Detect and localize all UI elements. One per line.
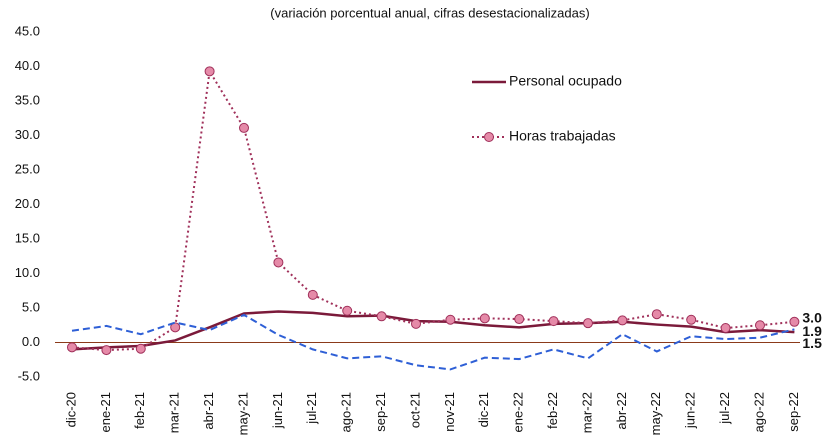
y-tick-label: 10.0 <box>15 265 40 280</box>
x-tick-label: abr-22 <box>614 392 629 430</box>
x-tick-label: may-22 <box>648 392 663 435</box>
x-tick-label: ago-22 <box>751 392 766 432</box>
x-tick-label: ene-22 <box>511 392 526 432</box>
value-label: 1.9 <box>802 323 822 339</box>
y-tick-label: 40.0 <box>15 58 40 73</box>
series-marker <box>204 66 215 77</box>
x-tick-label: feb-21 <box>132 392 147 429</box>
series-marker <box>135 343 146 354</box>
x-tick-label: sep-22 <box>786 392 801 432</box>
series-line <box>71 68 795 352</box>
series-marker <box>273 257 284 268</box>
series-marker <box>514 314 525 325</box>
series-marker <box>651 309 662 320</box>
x-tick-label: dic-20 <box>63 392 78 427</box>
x-tick-label: ago-21 <box>339 392 354 432</box>
x-tick-label: feb-22 <box>545 392 560 429</box>
series-marker <box>445 314 456 325</box>
chart-subtitle: (variación porcentual anual, cifras dese… <box>270 5 589 20</box>
legend-label: Personal ocupado <box>509 73 622 89</box>
x-tick-label: mar-21 <box>167 392 182 433</box>
series-marker <box>342 305 353 316</box>
x-tick-label: mar-22 <box>579 392 594 433</box>
x-tick-label: abr-21 <box>201 392 216 430</box>
series-line <box>71 310 795 351</box>
series-marker <box>67 342 77 353</box>
legend-marker <box>484 132 494 142</box>
series-marker <box>479 313 490 324</box>
x-tick-label: may-21 <box>235 392 250 435</box>
y-tick-label: 45.0 <box>15 23 40 38</box>
series-marker <box>686 314 697 325</box>
x-tick-label: sep-21 <box>373 392 388 432</box>
series-line <box>71 313 795 371</box>
series-marker <box>307 289 318 300</box>
y-tick-label: 0.0 <box>22 334 40 349</box>
legend-label: Horas trabajadas <box>509 128 616 144</box>
x-tick-label: ene-21 <box>98 392 113 432</box>
x-tick-label: jul-21 <box>304 392 319 425</box>
value-label: 1.5 <box>802 335 822 351</box>
y-tick-label: 5.0 <box>22 299 40 314</box>
series-marker <box>548 316 559 327</box>
y-tick-label: 20.0 <box>15 196 40 211</box>
x-tick-label: jul-22 <box>717 392 732 425</box>
series-marker <box>617 315 628 326</box>
y-tick-label: 35.0 <box>15 92 40 107</box>
series-marker <box>170 322 181 333</box>
series-marker <box>583 318 593 329</box>
y-tick-label: 25.0 <box>15 161 40 176</box>
y-tick-label: -5.0 <box>18 368 40 383</box>
x-tick-label: nov-21 <box>442 392 457 432</box>
series-marker <box>755 320 765 331</box>
series-marker <box>376 311 387 322</box>
x-tick-label: jun-22 <box>683 392 698 429</box>
series-marker <box>720 323 731 334</box>
x-tick-label: dic-21 <box>476 392 491 427</box>
y-tick-label: 30.0 <box>15 127 40 142</box>
series-marker <box>101 345 112 356</box>
y-tick-label: 15.0 <box>15 230 40 245</box>
x-tick-label: jun-21 <box>270 392 285 429</box>
x-tick-label: oct-21 <box>407 392 422 428</box>
series-marker <box>789 316 800 327</box>
value-label: 3.0 <box>802 310 822 326</box>
series-marker <box>239 122 249 133</box>
series-marker <box>411 318 421 329</box>
